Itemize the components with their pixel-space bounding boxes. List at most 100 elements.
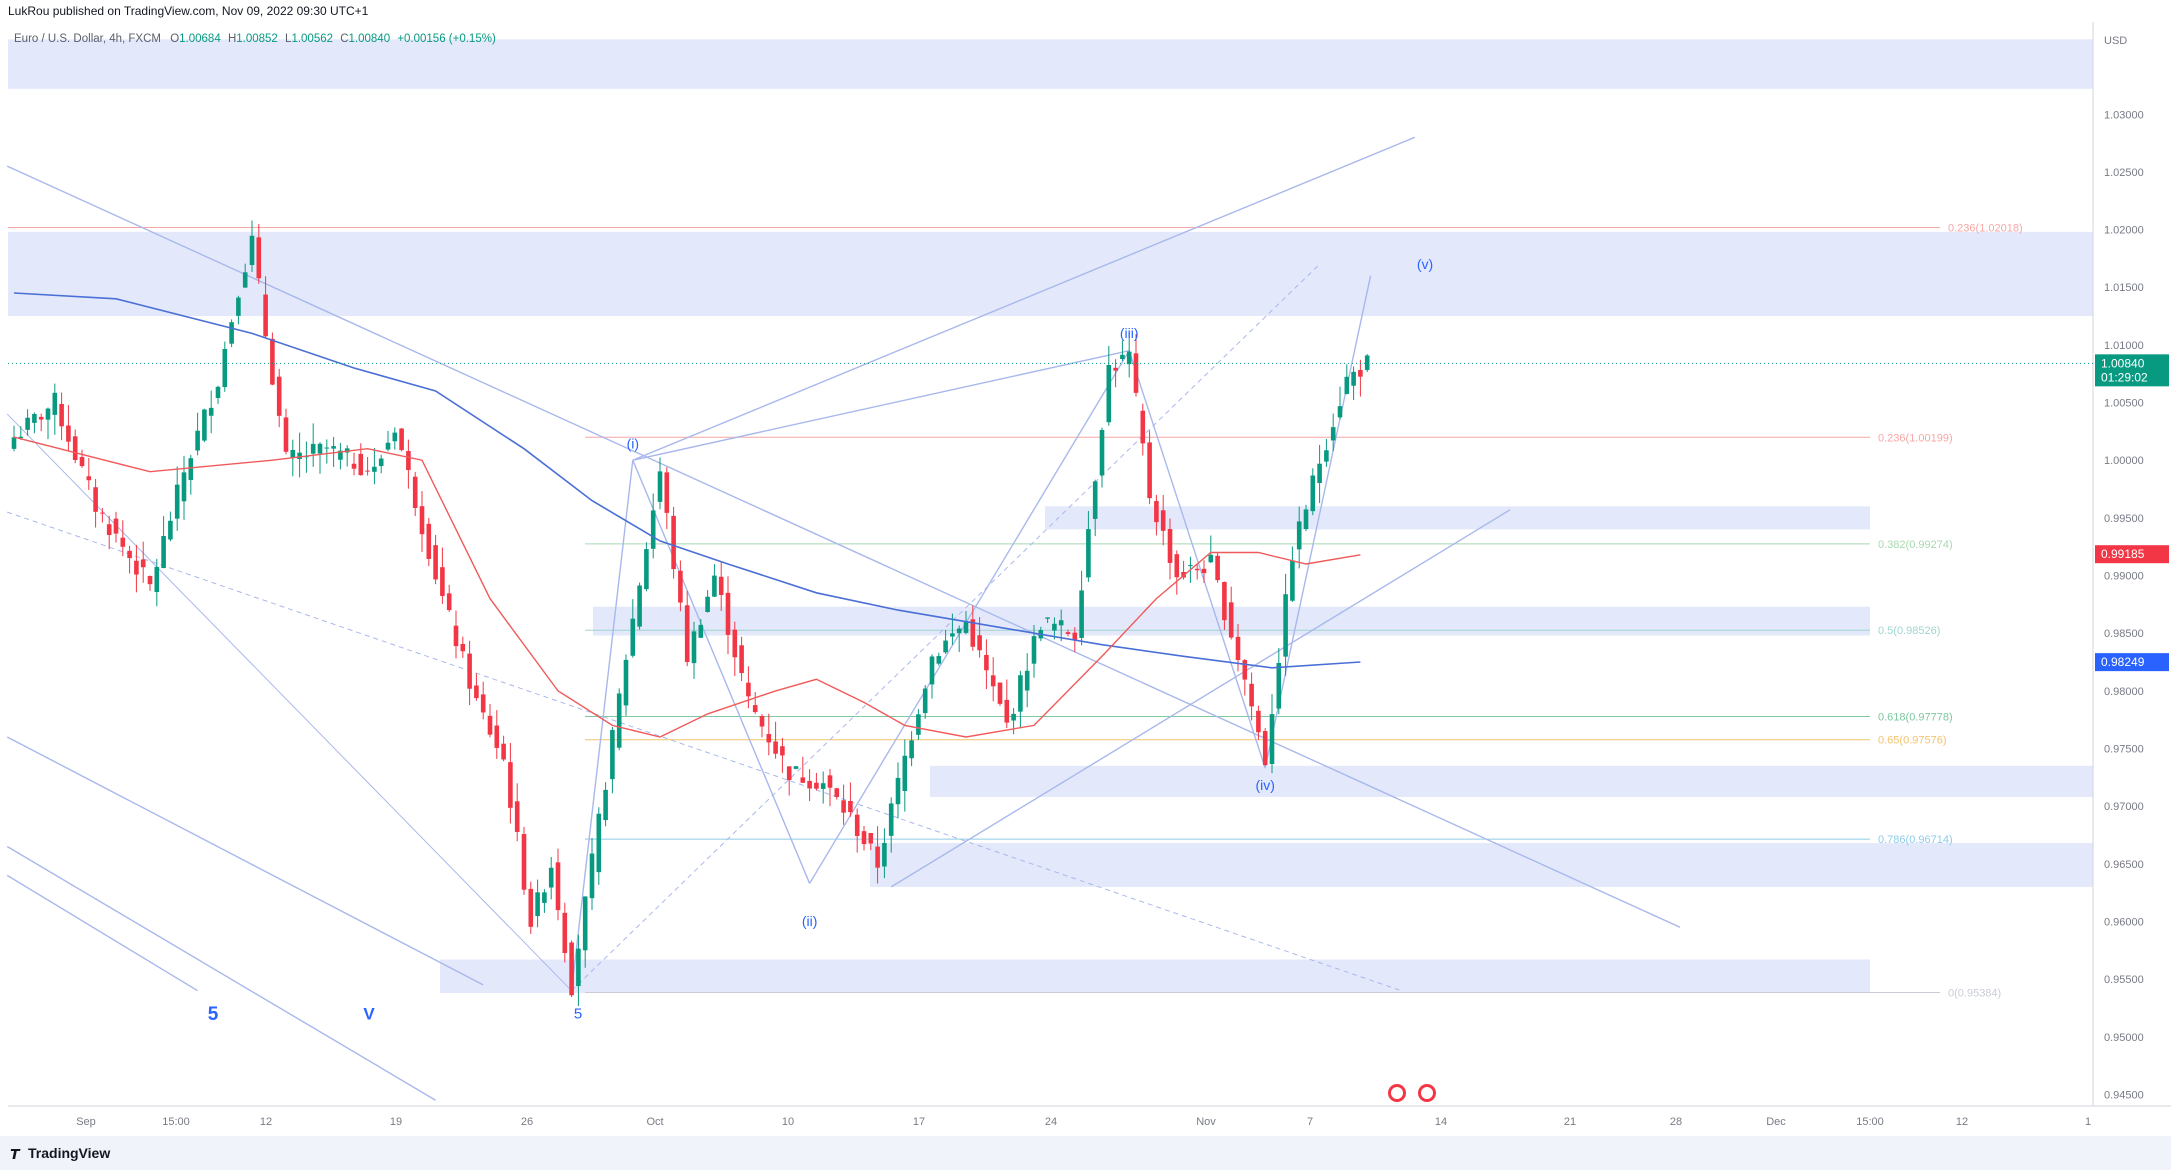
time-tick-11: 7 — [1307, 1116, 1313, 1128]
time-tick-0: Sep — [76, 1116, 96, 1128]
candle-body-181 — [1242, 660, 1248, 680]
candle-body-104 — [718, 576, 724, 595]
candle-body-59 — [412, 476, 418, 508]
candle-body-71 — [494, 725, 500, 748]
candle-body-134 — [922, 688, 928, 714]
time-tick-7: 17 — [913, 1116, 925, 1128]
wave-line-ii — [632, 459, 811, 884]
candle-body-176 — [1208, 554, 1214, 563]
time-tick-3: 19 — [390, 1116, 402, 1128]
event-flag-inner-0 — [1391, 1087, 1403, 1099]
candle-body-23 — [168, 520, 173, 540]
candle-body-10 — [79, 457, 85, 467]
price-tick-6: 1.00000 — [2104, 455, 2144, 467]
candle-body-142 — [977, 635, 982, 651]
lower-channel-line-3 — [6, 874, 198, 992]
candle-body-156 — [1072, 632, 1078, 640]
candle-body-107 — [739, 645, 744, 674]
ma-fast-line — [13, 436, 1361, 738]
candle-body-18 — [134, 560, 139, 575]
ma-tag-value-0: 0.99185 — [2101, 547, 2145, 561]
candle-body-194 — [1330, 427, 1336, 441]
candle-body-153 — [1052, 623, 1057, 631]
legend-low: 1.00562 — [291, 33, 334, 45]
candle-body-57 — [399, 428, 404, 451]
candle-body-141 — [970, 619, 976, 647]
dashed-projection-line — [571, 263, 1320, 992]
candle-body-54 — [378, 458, 384, 467]
fib-label-2: 0.382(0.99274) — [1878, 539, 1953, 551]
fibonacci-levels: 0.236(1.02018) 0.236(1.00199) 0.382(0.9927… — [8, 222, 2023, 1000]
candle-body-137 — [943, 640, 948, 653]
wave-label-6: (iv) — [1255, 777, 1274, 793]
candle-body-63 — [440, 567, 445, 596]
candle-body-169 — [1160, 510, 1166, 531]
candle-body-48 — [338, 450, 343, 460]
candle-body-197 — [1351, 371, 1356, 386]
candle-body-72 — [501, 743, 506, 760]
candle-body-174 — [1194, 568, 1200, 571]
candle-body-103 — [712, 575, 717, 597]
candle-body-89 — [616, 693, 622, 748]
fib-label-4: 0.618(0.97778) — [1878, 711, 1953, 723]
footer-brand: TradingView — [28, 1145, 111, 1161]
candle-body-130 — [895, 777, 901, 805]
candle-body-102 — [705, 596, 710, 613]
candle-body-136 — [936, 656, 942, 664]
candle-body-138 — [950, 633, 955, 637]
candle-body-167 — [1147, 442, 1152, 499]
candle-body-86 — [596, 813, 602, 873]
candle-body-75 — [521, 834, 527, 890]
candle-body-98 — [678, 570, 683, 603]
candle-body-0 — [11, 437, 17, 449]
candle-body-44 — [310, 443, 316, 454]
time-tick-13: 21 — [1564, 1116, 1576, 1128]
candle-body-8 — [66, 425, 71, 442]
candle-body-28 — [202, 409, 207, 441]
price-tick-0: 1.03000 — [2104, 109, 2144, 121]
time-tick-18: 1 — [2085, 1116, 2091, 1128]
candle-body-34 — [242, 272, 248, 288]
fib-label-0: 0.236(1.02018) — [1948, 222, 2023, 234]
candle-body-125 — [861, 831, 867, 845]
candle-body-38 — [270, 338, 275, 385]
candle-body-3 — [32, 414, 37, 423]
candle-body-36 — [256, 237, 262, 279]
wave-line-v — [1264, 275, 1372, 769]
candle-body-118 — [814, 782, 819, 789]
candle-body-20 — [147, 576, 153, 585]
candle-body-92 — [637, 585, 642, 627]
legend-l-label: L — [285, 33, 292, 45]
candle-body-32 — [229, 322, 234, 344]
candle-body-39 — [276, 376, 282, 416]
candle-body-144 — [990, 675, 996, 687]
time-tick-10: Nov — [1196, 1116, 1216, 1128]
wave-label-5: (iii) — [1120, 325, 1139, 341]
candle-body-7 — [59, 403, 64, 427]
time-tick-15: Dec — [1766, 1116, 1786, 1128]
candle-body-22 — [161, 536, 166, 569]
candle-body-50 — [351, 463, 357, 469]
candle-body-120 — [827, 775, 833, 788]
zone-1 — [8, 231, 2093, 317]
candle-body-119 — [820, 783, 826, 789]
wave-line-i — [570, 460, 634, 991]
candle-body-4 — [38, 416, 44, 420]
candle-body-190 — [1303, 509, 1309, 530]
current-price-value: 1.00840 — [2101, 356, 2145, 370]
candle-body-189 — [1296, 521, 1302, 550]
lower-channel-line-2 — [6, 845, 436, 1101]
candle-body-66 — [460, 643, 466, 652]
candle-body-182 — [1249, 683, 1254, 707]
candle-body-1 — [18, 436, 24, 439]
candle-body-68 — [474, 685, 479, 699]
time-tick-14: 28 — [1670, 1116, 1682, 1128]
candle-body-73 — [508, 762, 513, 808]
candle-body-109 — [752, 705, 758, 713]
candle-body-45 — [317, 443, 323, 454]
candle-body-111 — [766, 734, 772, 743]
candle-body-185 — [1269, 714, 1275, 764]
price-tick-10: 0.98000 — [2104, 686, 2144, 698]
trend-lines — [6, 136, 1681, 1101]
